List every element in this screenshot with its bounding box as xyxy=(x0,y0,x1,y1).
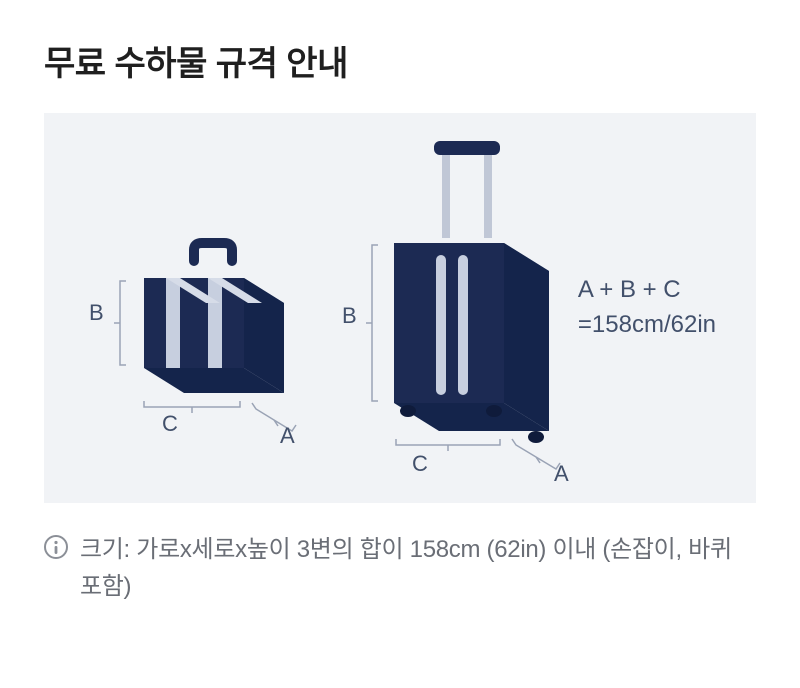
page-title: 무료 수하물 규격 안내 xyxy=(44,36,756,85)
large-label-b: B xyxy=(342,303,357,329)
formula-line-1: A + B + C xyxy=(578,273,716,308)
large-label-c: C xyxy=(412,451,428,477)
baggage-diagram: B C A B C A A + B + C =158cm/62in xyxy=(44,113,756,503)
formula-line-2: =158cm/62in xyxy=(578,308,716,343)
info-text: 크기: 가로x세로x높이 3변의 합이 158cm (62in) 이내 (손잡이… xyxy=(80,531,756,605)
small-label-b: B xyxy=(89,300,104,326)
small-label-a: A xyxy=(280,423,295,449)
info-note: 크기: 가로x세로x높이 3변의 합이 158cm (62in) 이내 (손잡이… xyxy=(44,531,756,605)
size-formula: A + B + C =158cm/62in xyxy=(578,273,716,343)
large-label-a: A xyxy=(554,461,569,487)
small-label-c: C xyxy=(162,411,178,437)
info-icon xyxy=(44,535,68,559)
